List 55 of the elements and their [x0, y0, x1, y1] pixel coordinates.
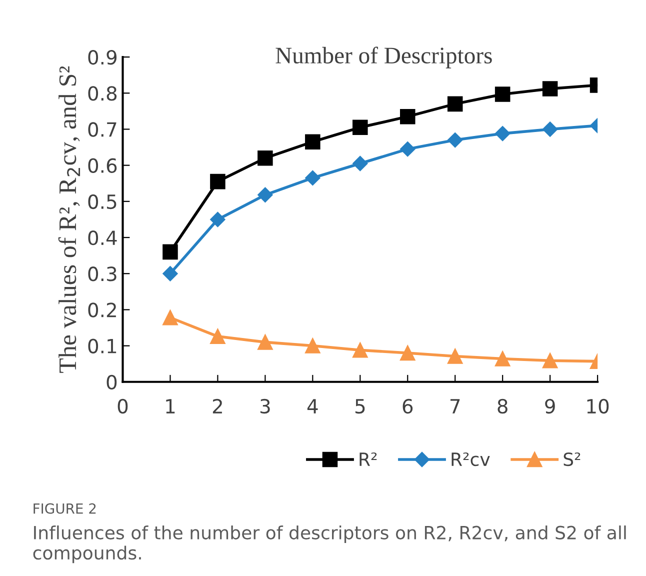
point [448, 132, 463, 148]
y-tick-label: 0.1 [88, 338, 116, 354]
text: Influences of the number of descriptors on R2, R2cv, and S2 of all compounds. [33, 525, 626, 564]
point [494, 86, 510, 102]
y-tick-label: 0.5 [88, 194, 116, 210]
legend-label: R²cv [452, 452, 490, 466]
point [210, 328, 226, 344]
point [447, 348, 463, 364]
point [542, 122, 558, 137]
point [305, 134, 320, 150]
point [258, 334, 273, 350]
point [495, 126, 510, 142]
point [305, 170, 320, 186]
x-tick-label: 3 [260, 398, 270, 414]
x-tick-label: 0 [118, 398, 128, 414]
point [400, 108, 416, 124]
point [162, 310, 178, 326]
y-axis-title: The values of R², R$_{2}$cv, and S² [58, 66, 80, 373]
x-tick-label: 6 [402, 398, 413, 414]
point [258, 187, 273, 202]
point [210, 174, 226, 190]
legend-label: R² [360, 452, 377, 466]
x-tick-label: 1 [166, 399, 175, 414]
point [494, 351, 510, 366]
point [400, 345, 416, 361]
point [258, 150, 273, 166]
y-tick-label: 0.2 [88, 302, 116, 318]
point [447, 96, 463, 112]
point [162, 244, 178, 260]
point [352, 120, 368, 136]
point [210, 212, 226, 228]
point [305, 338, 320, 354]
x-tick-label: 2 [212, 398, 222, 414]
x-tick-label: 10 [587, 398, 609, 414]
y-tick-label: 0.8 [88, 86, 117, 101]
y-tick-label: 0 [106, 374, 117, 390]
caption: FIGURE 2 [34, 503, 96, 514]
point [400, 142, 416, 157]
y-tick-label: 0.7 [88, 122, 116, 137]
point [352, 342, 368, 358]
point [542, 352, 558, 368]
legend-label: S² [564, 452, 580, 466]
x-tick-label: 5 [355, 399, 365, 414]
x-tick-label: 7 [450, 399, 460, 414]
point [352, 156, 368, 172]
point [162, 266, 178, 282]
y-tick-label: 0.6 [88, 158, 117, 173]
x-tick-label: 9 [545, 398, 555, 414]
x-tick-label: 4 [307, 399, 318, 414]
y-tick-label: 0.4 [88, 230, 117, 246]
point [542, 81, 558, 96]
chart-title: Number of Descriptors [276, 46, 492, 68]
y-tick-label: 0.3 [88, 266, 116, 282]
y-tick-label: 0.9 [88, 50, 117, 65]
x-tick-label: 8 [498, 398, 508, 414]
